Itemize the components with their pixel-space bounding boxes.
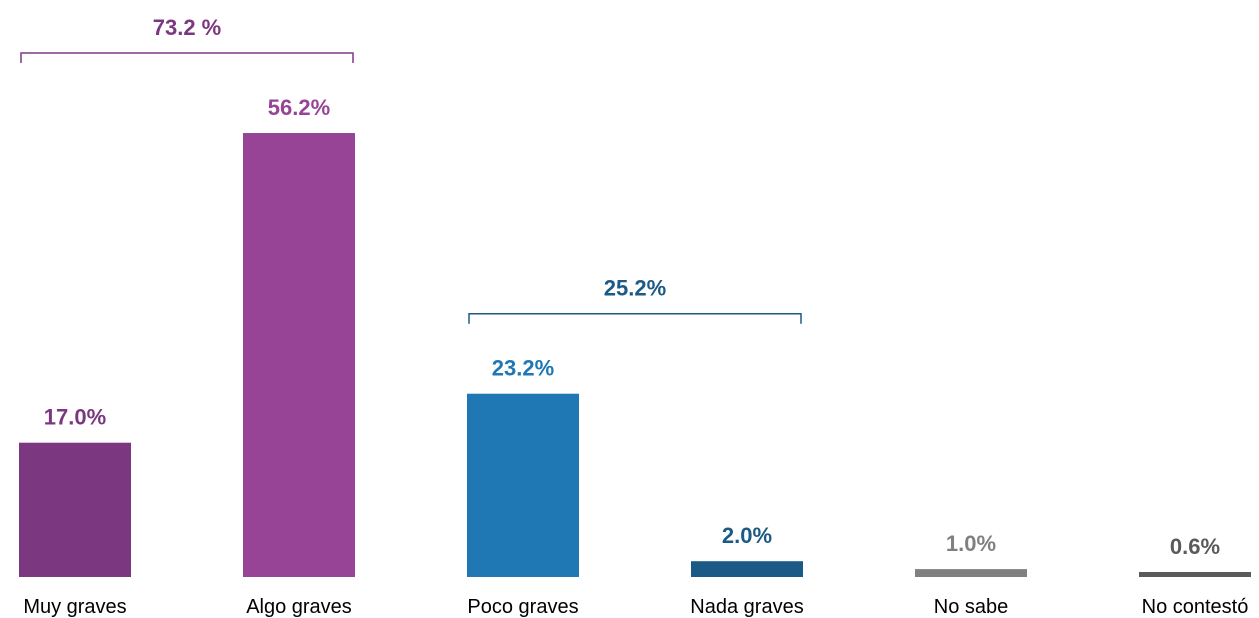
bracket-label-0: 73.2 % [153,15,222,40]
value-label-4: 1.0% [946,531,996,556]
category-label-0: Muy graves [23,596,126,618]
bar-2 [467,393,579,577]
value-labels: 17.0% 56.2% 23.2% 2.0% 1.0% 0.6% [44,95,1220,559]
category-label-3: Nada graves [690,596,803,618]
category-label-2: Poco graves [467,596,578,618]
category-label-4: No sabe [934,596,1009,618]
bracket-annotations: 73.2 % 25.2% [20,15,802,324]
bar-1 [243,133,355,577]
bar-0 [19,442,131,577]
category-labels: Muy graves Algo graves Poco graves Nada gra… [23,596,1248,618]
value-label-3: 2.0% [722,523,772,548]
bar-3 [691,561,803,577]
bracket-label-1: 25.2% [604,276,666,301]
value-label-5: 0.6% [1170,534,1220,559]
bracket-line-0 [20,52,354,64]
value-label-0: 17.0% [44,405,106,430]
bar-4 [915,569,1027,577]
value-label-2: 23.2% [492,356,554,381]
category-label-1: Algo graves [246,596,352,618]
value-label-1: 56.2% [268,95,330,120]
bar-5 [1139,572,1251,577]
bars [19,133,1251,577]
category-label-5: No contestó [1142,596,1249,618]
bracket-line-1 [468,312,802,324]
